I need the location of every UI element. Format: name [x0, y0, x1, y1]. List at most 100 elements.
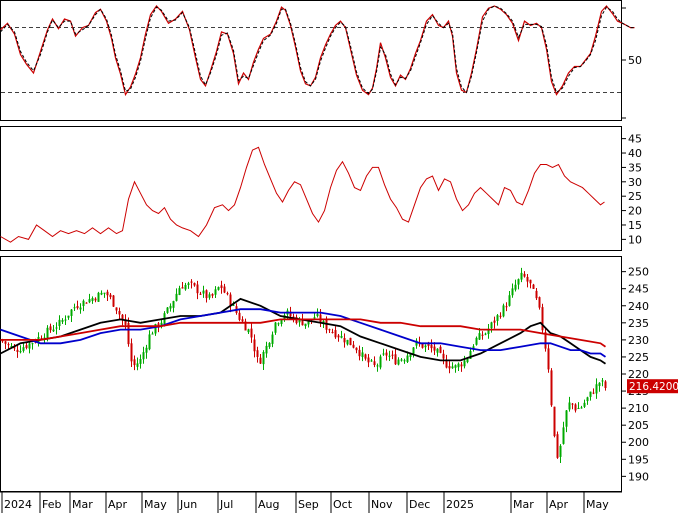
time-tick-label-6: Jul — [219, 498, 233, 511]
candle-body-5 — [17, 350, 19, 352]
candle-body-117 — [353, 345, 355, 348]
candle-body-43 — [131, 343, 133, 361]
candle-body-44 — [134, 359, 136, 365]
adx-series-0 — [1, 147, 605, 242]
candle-body-79 — [239, 313, 241, 320]
candle-body-34 — [104, 293, 106, 294]
candle-body-87 — [263, 352, 265, 364]
candle-body-129 — [389, 356, 391, 357]
candle-body-195 — [587, 397, 589, 401]
candle-body-196 — [590, 392, 592, 397]
panel-frames — [1, 1, 622, 492]
candle-body-154 — [464, 361, 466, 367]
time-tick-label-9: Oct — [333, 498, 353, 511]
candle-body-83 — [251, 329, 253, 338]
candle-body-19 — [59, 320, 61, 326]
candle-body-105 — [317, 314, 319, 316]
candle-body-101 — [305, 324, 307, 326]
candle-body-199 — [599, 383, 601, 386]
candle-body-74 — [224, 287, 226, 293]
candle-body-31 — [95, 299, 97, 301]
candle-body-39 — [119, 311, 121, 314]
candle-body-118 — [356, 348, 358, 350]
candle-body-131 — [395, 354, 397, 364]
price-y-tick-label-12: 190 — [628, 470, 649, 483]
candle-body-188 — [566, 410, 568, 426]
price-y-tick-label-1: 245 — [628, 283, 649, 296]
candle-body-128 — [386, 353, 388, 356]
candle-body-38 — [116, 307, 118, 310]
candle-body-145 — [437, 349, 439, 353]
adx-y-tick-label-6: 15 — [628, 219, 642, 232]
price-y-tick-label-0: 250 — [628, 266, 649, 279]
candle-body-169 — [509, 295, 511, 306]
candle-body-45 — [137, 363, 139, 366]
time-tick-label-1: Feb — [42, 498, 61, 511]
candle-body-200 — [602, 380, 604, 381]
price-panel-frame — [1, 257, 622, 492]
candle-body-152 — [458, 364, 460, 368]
candle-body-48 — [146, 348, 148, 353]
candle-body-58 — [176, 294, 178, 301]
candle-body-32 — [98, 293, 100, 302]
candle-body-130 — [392, 355, 394, 356]
candle-body-191 — [575, 404, 577, 410]
candle-body-30 — [92, 298, 94, 301]
candle-body-163 — [491, 322, 493, 328]
time-tick-label-15: May — [586, 498, 609, 511]
candle-body-124 — [374, 361, 376, 365]
candle-body-23 — [71, 310, 73, 316]
adx-panel-frame — [1, 127, 622, 251]
candle-body-122 — [368, 358, 370, 363]
candlesticks — [2, 268, 607, 463]
candle-body-178 — [536, 291, 538, 298]
candle-body-132 — [398, 360, 400, 365]
candle-body-133 — [401, 359, 403, 360]
candle-body-88 — [266, 346, 268, 354]
candle-body-174 — [524, 274, 526, 277]
candle-body-149 — [449, 366, 451, 368]
price-y-tick-label-4: 230 — [628, 334, 649, 347]
stochastic-series-0 — [1, 6, 635, 95]
time-tick-label-2: Mar — [72, 498, 93, 511]
candle-body-116 — [350, 338, 352, 345]
candle-body-168 — [506, 306, 508, 307]
candle-body-198 — [596, 384, 598, 393]
time-tick-label-12: 2025 — [446, 498, 474, 511]
price-y-tick-label-10: 200 — [628, 436, 649, 449]
candle-body-183 — [551, 370, 553, 405]
candle-body-1 — [5, 341, 7, 343]
candle-body-153 — [461, 364, 463, 366]
candle-body-111 — [335, 330, 337, 337]
time-tick-label-3: Apr — [108, 498, 128, 511]
adx-y-tick-label-2: 35 — [628, 161, 642, 174]
candle-body-71 — [215, 289, 217, 294]
candle-body-47 — [143, 352, 145, 359]
candle-body-171 — [515, 285, 517, 290]
time-tick-label-7: Aug — [258, 498, 279, 511]
candle-body-25 — [77, 306, 79, 308]
candle-body-189 — [569, 402, 571, 409]
stochastic-series-1 — [1, 6, 635, 94]
candle-body-65 — [197, 285, 199, 294]
candle-body-66 — [200, 294, 202, 295]
candle-body-28 — [86, 303, 88, 304]
adx-y-tick-label-4: 25 — [628, 190, 642, 203]
candle-body-36 — [110, 295, 112, 297]
adx-y-tick-label-7: 10 — [628, 233, 642, 246]
adx-y-tick-label-0: 45 — [628, 133, 642, 146]
candle-body-89 — [269, 343, 271, 347]
time-tick-label-4: May — [144, 498, 167, 511]
candle-body-186 — [560, 446, 562, 457]
candle-body-9 — [29, 343, 31, 348]
adx-y-tick-label-3: 30 — [628, 176, 642, 189]
candle-body-179 — [539, 297, 541, 308]
candle-body-72 — [218, 287, 220, 290]
price-y-tick-label-5: 225 — [628, 351, 649, 364]
candle-body-146 — [440, 347, 442, 353]
last-price-label: 216.4200 — [629, 381, 678, 393]
candle-body-165 — [497, 315, 499, 321]
candle-body-201 — [605, 381, 607, 388]
candle-body-112 — [338, 335, 340, 337]
candle-body-184 — [554, 407, 556, 436]
